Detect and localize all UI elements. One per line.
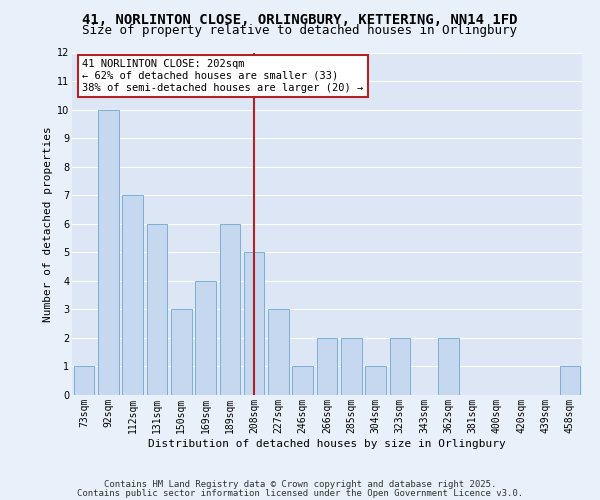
Text: 41 NORLINTON CLOSE: 202sqm
← 62% of detached houses are smaller (33)
38% of semi: 41 NORLINTON CLOSE: 202sqm ← 62% of deta… (82, 60, 364, 92)
Bar (560, 366, 580, 395)
Bar (122, 195, 143, 395)
Bar (74, 366, 94, 395)
X-axis label: Distribution of detached houses by size in Orlingbury: Distribution of detached houses by size … (148, 438, 506, 448)
Bar (389, 338, 410, 395)
Bar (195, 281, 216, 395)
Text: Contains public sector information licensed under the Open Government Licence v3: Contains public sector information licen… (77, 488, 523, 498)
Y-axis label: Number of detached properties: Number of detached properties (43, 126, 53, 322)
Bar (365, 366, 386, 395)
Text: Contains HM Land Registry data © Crown copyright and database right 2025.: Contains HM Land Registry data © Crown c… (104, 480, 496, 489)
Bar (146, 224, 167, 395)
Bar (171, 310, 191, 395)
Bar (244, 252, 265, 395)
Text: 41, NORLINTON CLOSE, ORLINGBURY, KETTERING, NN14 1FD: 41, NORLINTON CLOSE, ORLINGBURY, KETTERI… (82, 12, 518, 26)
Bar (268, 310, 289, 395)
Bar (438, 338, 459, 395)
Bar (341, 338, 362, 395)
Bar (292, 366, 313, 395)
Bar (98, 110, 119, 395)
Text: Size of property relative to detached houses in Orlingbury: Size of property relative to detached ho… (83, 24, 517, 37)
Bar (317, 338, 337, 395)
Bar (220, 224, 240, 395)
